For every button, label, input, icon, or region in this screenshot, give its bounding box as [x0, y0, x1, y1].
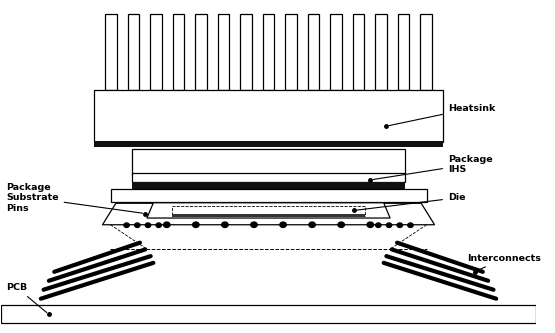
Bar [375, 14, 387, 90]
Circle shape [367, 222, 374, 227]
Circle shape [386, 223, 392, 227]
Bar [330, 14, 342, 90]
Text: PCB: PCB [6, 283, 47, 313]
Circle shape [164, 222, 170, 227]
Circle shape [376, 223, 381, 227]
Bar [218, 14, 229, 90]
Bar [307, 14, 320, 90]
Polygon shape [103, 203, 435, 225]
Bar [132, 173, 405, 182]
Bar [285, 14, 297, 90]
Bar [128, 14, 139, 90]
Circle shape [397, 223, 402, 227]
Circle shape [309, 222, 315, 227]
Bar [94, 141, 442, 147]
Circle shape [338, 222, 345, 227]
Bar [420, 14, 432, 90]
Bar [240, 14, 252, 90]
Bar [172, 206, 365, 216]
Text: Package
Substrate
Pins: Package Substrate Pins [6, 183, 143, 213]
Circle shape [145, 223, 150, 227]
Text: Heatsink: Heatsink [389, 104, 496, 126]
Circle shape [280, 222, 286, 227]
Bar [94, 90, 442, 142]
Bar [352, 14, 365, 90]
Circle shape [221, 222, 228, 227]
Bar [173, 14, 184, 90]
Bar [195, 14, 207, 90]
Polygon shape [147, 203, 390, 218]
Circle shape [408, 223, 413, 227]
Bar [132, 182, 405, 190]
Bar [397, 14, 410, 90]
Bar [105, 14, 117, 90]
Circle shape [156, 223, 162, 227]
Bar [263, 14, 274, 90]
Bar [132, 149, 405, 174]
Text: Interconnects: Interconnects [467, 254, 541, 271]
Text: Package
IHS: Package IHS [373, 155, 493, 179]
Bar [150, 14, 162, 90]
Circle shape [251, 222, 257, 227]
Circle shape [193, 222, 199, 227]
Circle shape [135, 223, 140, 227]
Bar [110, 189, 427, 202]
Bar [1, 305, 536, 323]
Text: Die: Die [357, 193, 466, 210]
Bar [172, 214, 365, 217]
Circle shape [124, 223, 129, 227]
